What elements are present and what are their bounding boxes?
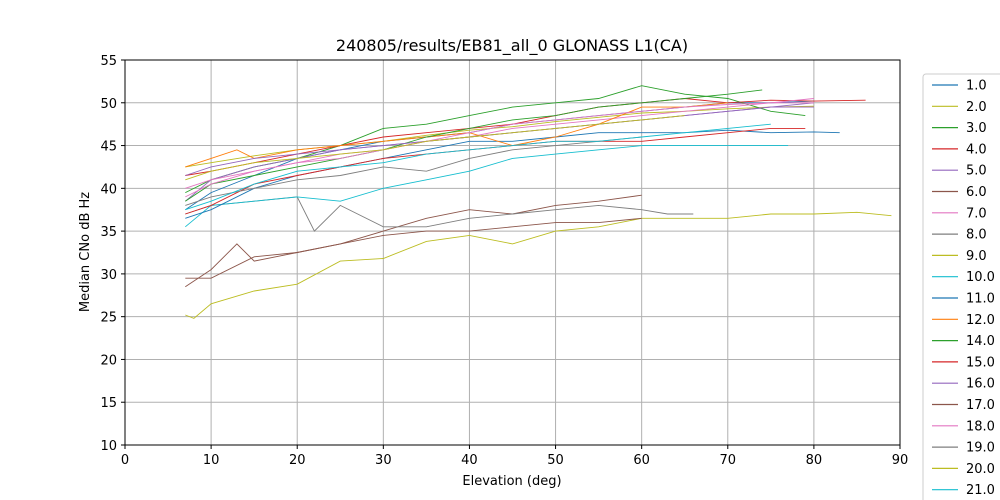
legend-entry-label: 16.0	[966, 377, 995, 392]
x-tick-label: 0	[121, 453, 129, 468]
legend-entry-label: 11.0	[966, 292, 995, 307]
legend-entry-label: 19.0	[966, 441, 995, 456]
legend-entry-label: 9.0	[966, 249, 987, 264]
legend-entry-label: 20.0	[966, 462, 995, 477]
chart-title: 240805/results/EB81_all_0 GLONASS L1(CA)	[336, 36, 688, 56]
legend-entry-label: 8.0	[966, 228, 987, 243]
x-tick-label: 80	[806, 453, 823, 468]
y-tick-label: 15	[100, 396, 117, 411]
legend-entry-label: 14.0	[966, 334, 995, 349]
series-line-19-0	[185, 136, 642, 206]
legend-entry-label: 4.0	[966, 142, 987, 157]
series-lines	[185, 85, 892, 319]
y-axis-ticks: 10 15 20 25 30 35 40 45 50 55	[100, 54, 125, 454]
y-tick-label: 10	[100, 439, 117, 454]
legend-entry-label: 1.0	[966, 79, 987, 94]
y-tick-label: 30	[100, 268, 117, 283]
y-tick-label: 35	[100, 225, 117, 240]
series-line-14-0	[185, 89, 763, 202]
legend-entry-label: 7.0	[966, 206, 987, 221]
series-line-18-0	[185, 102, 814, 198]
x-tick-label: 90	[892, 453, 909, 468]
legend-entry-label: 17.0	[966, 398, 995, 413]
x-tick-label: 10	[203, 453, 220, 468]
y-axis-label: Median CNo dB Hz	[78, 192, 93, 312]
series-line-21-0	[185, 123, 771, 211]
y-tick-label: 45	[100, 140, 117, 155]
x-tick-label: 30	[375, 453, 392, 468]
x-tick-label: 20	[289, 453, 306, 468]
legend-entry-label: 5.0	[966, 164, 987, 179]
legend-entry-label: 6.0	[966, 185, 987, 200]
y-tick-label: 25	[100, 311, 117, 326]
x-axis-label: Elevation (deg)	[462, 474, 561, 489]
plot-background	[125, 60, 900, 445]
series-line-6-0	[185, 194, 642, 279]
y-tick-label: 50	[100, 97, 117, 112]
x-axis-ticks: 0 10 20 30 40 50 60 70 80 90	[121, 445, 908, 468]
x-tick-label: 50	[547, 453, 564, 468]
legend: 1.0 2.0 3.0 4.0 5.0 6.0 7.0 8.0 9.0 10.0 11.0 12.0 1…	[922, 73, 1000, 500]
series-line-9-0	[185, 211, 892, 319]
y-tick-label: 55	[100, 54, 117, 69]
legend-entry-label: 10.0	[966, 270, 995, 285]
y-tick-label: 20	[100, 353, 117, 368]
y-tick-label: 40	[100, 182, 117, 197]
x-tick-label: 70	[720, 453, 737, 468]
legend-entry-label: 18.0	[966, 419, 995, 434]
legend-entry-label: 21.0	[966, 483, 995, 498]
legend-entry-label: 2.0	[966, 100, 987, 115]
plot-frame	[124, 59, 901, 446]
x-tick-label: 40	[461, 453, 478, 468]
legend-entry-label: 15.0	[966, 355, 995, 370]
x-tick-label: 60	[633, 453, 650, 468]
legend-box	[922, 73, 1000, 500]
series-line-20-0	[185, 115, 685, 181]
series-line-10-0	[185, 145, 789, 228]
series-line-17-0	[185, 217, 642, 288]
legend-entry-label: 3.0	[966, 121, 987, 136]
legend-entry-label: 12.0	[966, 313, 995, 328]
